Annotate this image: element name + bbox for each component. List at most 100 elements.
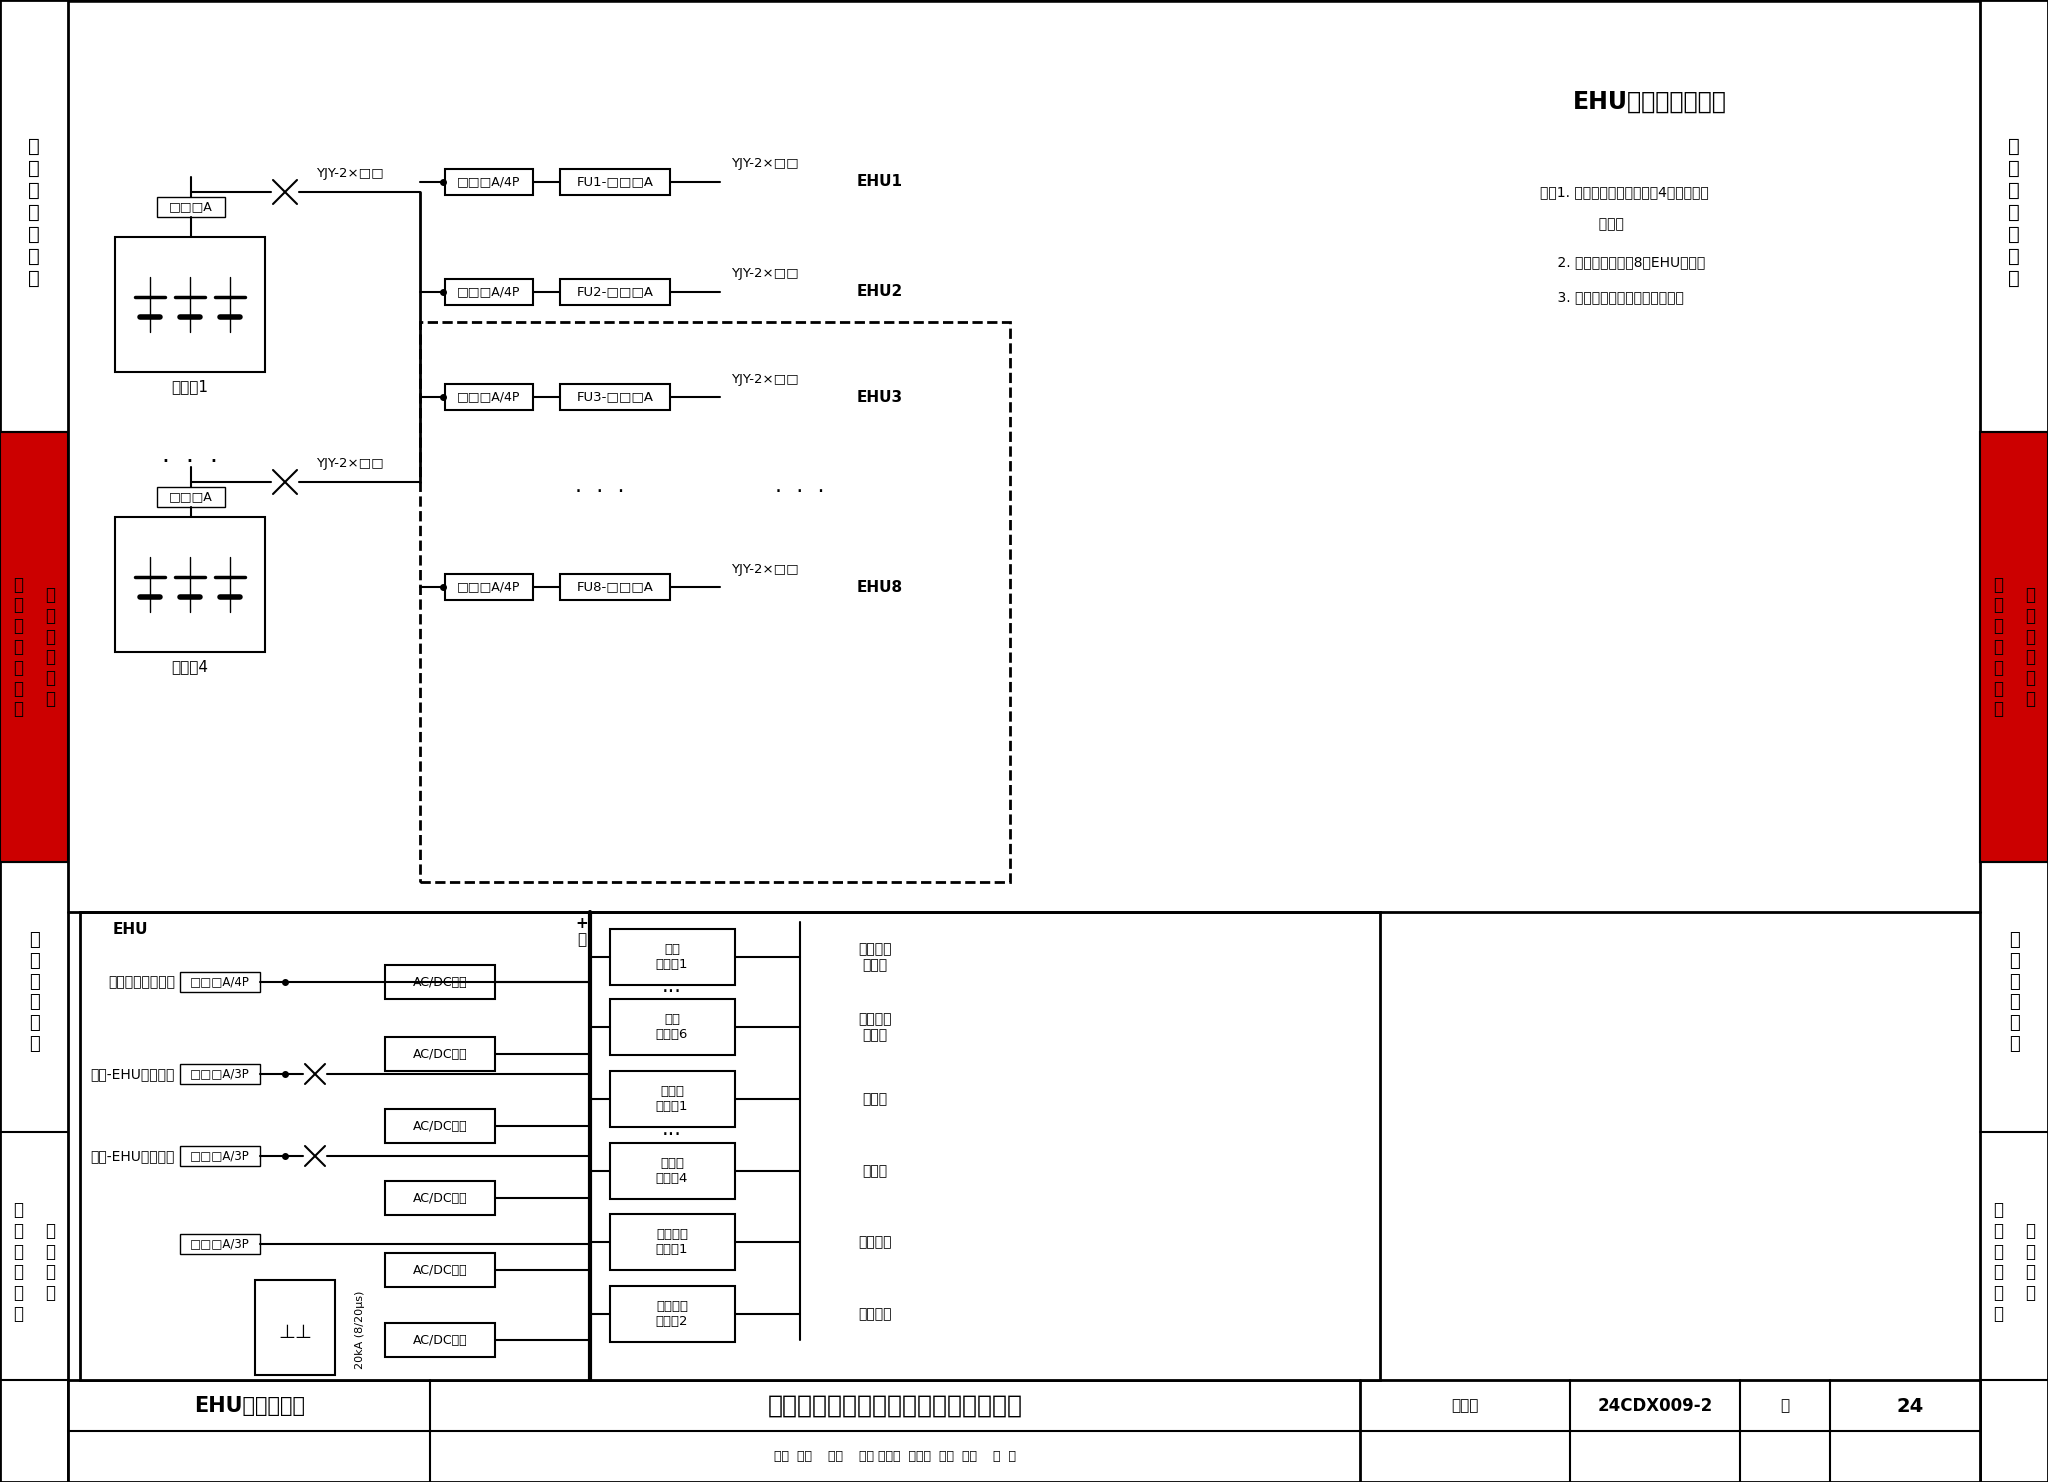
Text: 24CDX009-2: 24CDX009-2 (1597, 1398, 1712, 1415)
Bar (115, 237, 264, 372)
Bar (1980, 0, 2048, 1482)
Bar (80, 911, 1380, 1380)
Text: □□□A: □□□A (170, 200, 213, 213)
Text: 备用电源直流输入: 备用电源直流输入 (109, 975, 174, 988)
Bar (180, 1235, 260, 1254)
Text: □□□A/3P: □□□A/3P (190, 1067, 250, 1080)
Text: ·  ·  ·: · · · (162, 451, 217, 474)
Text: +: + (575, 916, 588, 932)
Text: AC/DC模块: AC/DC模块 (414, 1192, 467, 1205)
Bar (180, 1064, 260, 1083)
Text: 喷淋水泵
驱动器1: 喷淋水泵 驱动器1 (655, 1229, 688, 1257)
Text: 风机
驱动器1: 风机 驱动器1 (655, 943, 688, 971)
Text: EHU1: EHU1 (856, 175, 903, 190)
Bar (559, 574, 670, 600)
Text: YJY-2×□□: YJY-2×□□ (731, 563, 799, 575)
Bar (610, 929, 735, 986)
Text: FU3-□□□A: FU3-□□□A (575, 390, 653, 403)
Text: □□□A/3P: □□□A/3P (190, 1150, 250, 1162)
Text: FU1-□□□A: FU1-□□□A (575, 175, 653, 188)
Bar (0, 0, 68, 1482)
Text: －: － (578, 932, 586, 947)
Bar (385, 965, 496, 999)
Text: 压缩机: 压缩机 (862, 1092, 887, 1106)
Bar (256, 1280, 336, 1375)
Bar (385, 1037, 496, 1071)
Bar (0, 431, 68, 863)
Text: ·  ·  ·: · · · (575, 482, 625, 502)
Text: 智
能
化
管
理
系
统: 智 能 化 管 理 系 统 (1993, 575, 2003, 719)
Text: 压缩机: 压缩机 (862, 1163, 887, 1178)
Text: FU8-□□□A: FU8-□□□A (578, 581, 653, 593)
Text: 市电-EHU备用输入: 市电-EHU备用输入 (90, 1149, 174, 1163)
Text: FU2-□□□A: FU2-□□□A (575, 286, 653, 298)
Bar (1980, 431, 2048, 863)
Text: 室内风机
排风机: 室内风机 排风机 (858, 1012, 891, 1042)
Text: 池柜。: 池柜。 (1554, 216, 1624, 231)
Text: 锂
离
子
电
池
柜: 锂 离 子 电 池 柜 (29, 931, 39, 1054)
Bar (385, 1323, 496, 1358)
Text: EHU3: EHU3 (856, 390, 903, 405)
Text: ···: ··· (662, 1125, 682, 1146)
Text: EHU: EHU (113, 922, 147, 938)
Bar (385, 1252, 496, 1286)
Text: AC/DC模块: AC/DC模块 (414, 1264, 467, 1276)
Text: 间接蒸发冷却空调机组配电系统示意图: 间接蒸发冷却空调机组配电系统示意图 (768, 1395, 1022, 1418)
Bar (444, 279, 532, 305)
Text: 注：1. 汇流柜输入端不宜超过4组锂离子电: 注：1. 汇流柜输入端不宜超过4组锂离子电 (1540, 185, 1708, 199)
Text: 冷
却
空
调
系
统: 冷 却 空 调 系 统 (12, 1200, 23, 1323)
Text: AC/DC模块: AC/DC模块 (414, 975, 467, 988)
Text: 压缩机
驱动器1: 压缩机 驱动器1 (655, 1085, 688, 1113)
Bar (1980, 431, 2048, 863)
Bar (610, 1214, 735, 1270)
Bar (610, 1071, 735, 1126)
Text: 室内风机
排风机: 室内风机 排风机 (858, 943, 891, 972)
Bar (444, 169, 532, 196)
Text: 20kA (8/20μs): 20kA (8/20μs) (354, 1291, 365, 1369)
Text: ···: ··· (662, 983, 682, 1002)
Bar (385, 1181, 496, 1215)
Text: EHU直流配电系统图: EHU直流配电系统图 (1573, 90, 1726, 114)
Bar (444, 574, 532, 600)
Text: 锂电柜4: 锂电柜4 (172, 659, 209, 674)
Bar (68, 1380, 1980, 1482)
Bar (559, 169, 670, 196)
Text: AC/DC模块: AC/DC模块 (414, 1334, 467, 1347)
Text: YJY-2×□□: YJY-2×□□ (315, 167, 383, 181)
Bar (0, 431, 68, 863)
Text: EHU设备接线图: EHU设备接线图 (195, 1396, 305, 1415)
Bar (610, 1286, 735, 1343)
Text: 图集号: 图集号 (1452, 1399, 1479, 1414)
Text: 压缩机
驱动器4: 压缩机 驱动器4 (655, 1157, 688, 1186)
Text: 智
能
化
管
理
系
统: 智 能 化 管 理 系 统 (12, 575, 23, 719)
Text: ⊥⊥: ⊥⊥ (279, 1322, 311, 1341)
Text: □□□A/4P: □□□A/4P (457, 581, 520, 593)
Text: 设
计
与
安
装
要
点: 设 计 与 安 装 要 点 (2009, 136, 2019, 288)
Bar (115, 517, 264, 652)
Text: 间
接
蒸
发: 间 接 蒸 发 (2025, 1221, 2036, 1303)
Text: 锂电柜1: 锂电柜1 (172, 379, 209, 394)
Text: YJY-2×□□: YJY-2×□□ (315, 458, 383, 470)
Bar (420, 322, 1010, 882)
Text: EHU2: EHU2 (856, 285, 903, 299)
Text: 24: 24 (1896, 1396, 1923, 1415)
Bar (180, 972, 260, 991)
Text: 冷
却
空
调
系
统: 冷 却 空 调 系 统 (1993, 1200, 2003, 1323)
Text: 喷淋水泵: 喷淋水泵 (858, 1235, 891, 1249)
Text: 审核  孙兰    刃刀    校对 霍伟亮  童伟亮  设计  陈波    陈  波: 审核 孙兰 刃刀 校对 霍伟亮 童伟亮 设计 陈波 陈 波 (774, 1451, 1016, 1464)
Text: 页: 页 (1780, 1399, 1790, 1414)
Text: AC/DC模块: AC/DC模块 (414, 1048, 467, 1061)
Bar (385, 1109, 496, 1143)
Text: 风机
驱动器6: 风机 驱动器6 (655, 1014, 688, 1040)
Bar (559, 279, 670, 305)
Text: □□□A/4P: □□□A/4P (457, 390, 520, 403)
Text: 电
力
模
块
及
其: 电 力 模 块 及 其 (2025, 585, 2036, 708)
Text: □□□A/4P: □□□A/4P (457, 175, 520, 188)
Text: YJY-2×□□: YJY-2×□□ (731, 157, 799, 170)
Text: □□□A: □□□A (170, 491, 213, 504)
Bar (180, 1146, 260, 1166)
Text: □□□A/3P: □□□A/3P (190, 1237, 250, 1251)
Text: 锂
离
子
电
池
柜: 锂 离 子 电 池 柜 (2009, 931, 2019, 1054)
Bar (158, 488, 225, 507)
Text: □□□A/4P: □□□A/4P (457, 286, 520, 298)
